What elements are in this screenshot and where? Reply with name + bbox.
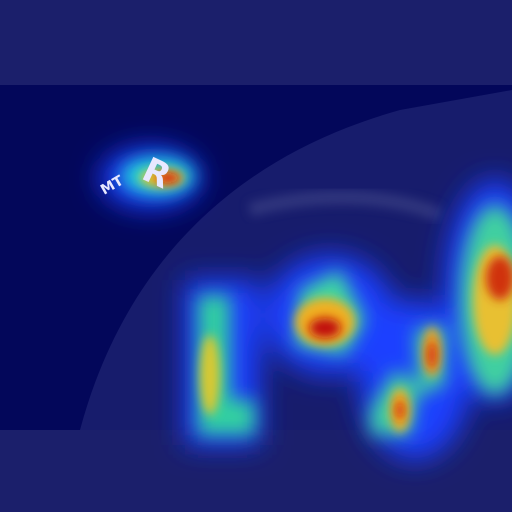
heat-peak xyxy=(156,173,512,420)
clavicle xyxy=(247,190,443,222)
